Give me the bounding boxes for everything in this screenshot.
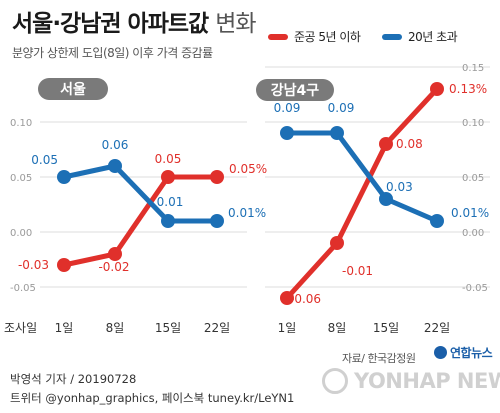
x-axis-title: 조사일 <box>4 321 37 335</box>
panel1-series-new-point <box>108 247 122 261</box>
panel2-series-new-data-label: 0.08 <box>396 137 423 151</box>
panel2-series-old-data-label: 0.03 <box>386 180 413 194</box>
panel2-series-new-point <box>280 291 294 305</box>
panel1-series-old-data-label: 0.06 <box>102 138 129 152</box>
panel1-series-new-data-label: 0.05% <box>229 162 267 176</box>
logo-icon <box>434 346 447 359</box>
title-suffix: 변화 <box>215 11 256 37</box>
panel2-series-new-point <box>330 236 344 250</box>
panel2-ytick-label: -0.05 <box>462 283 488 294</box>
panel1-series-new-line <box>61 174 220 268</box>
panel1-series-new-point <box>161 170 175 184</box>
legend-item-new: 준공 5년 이하 <box>268 28 361 45</box>
panel1-xtick-label: 8일 <box>106 321 125 335</box>
panel1-series-old-point <box>161 214 175 228</box>
panel1-series-new-point <box>210 170 224 184</box>
panel2-series-old-data-label: 0.09 <box>274 101 301 115</box>
panel1-label-pill <box>38 78 108 100</box>
panel2-series-old-point <box>430 214 444 228</box>
panel1-series-old-data-label: 0.01% <box>228 206 266 220</box>
panel1-series-old-data-label: 0.05 <box>31 153 58 167</box>
panel2-series-new-point <box>430 82 444 96</box>
panel1-ytick-label: 0.00 <box>10 228 32 239</box>
panel1-series-old-data-label: 0.01 <box>157 195 184 209</box>
panel2-series-new-line <box>284 86 440 301</box>
panel1-series-old-point <box>108 159 122 173</box>
watermark-text: YONHAP NEWS <box>354 369 500 393</box>
panel1-series-old-point <box>210 214 224 228</box>
watermark: YONHAP NEWS <box>322 368 500 394</box>
panel2-series-new-point <box>379 137 393 151</box>
panel2-ytick-label: 0.15 <box>462 63 484 74</box>
panel2-series-new-data-label: 0.13% <box>449 82 487 96</box>
panel1-series-new-data-label: 0.05 <box>155 152 182 166</box>
panel2-series-old-point <box>330 126 344 140</box>
title-main: 서울·강남권 아파트값 <box>12 11 209 37</box>
watermark-icon <box>322 368 348 394</box>
page-title: 서울·강남권 아파트값 변화 <box>12 4 257 38</box>
panel2-series-old-line <box>284 130 440 224</box>
legend-label-old: 20년 초과 <box>408 30 458 44</box>
panel1-xtick-label: 15일 <box>155 321 181 335</box>
panel2-ytick-label: 0.00 <box>462 228 484 239</box>
panel1-ytick-label: -0.05 <box>10 283 36 294</box>
panel1-xtick-label: 1일 <box>55 321 74 335</box>
legend-item-old: 20년 초과 <box>382 28 458 45</box>
legend-swatch-new <box>268 33 288 40</box>
panel2-series-old-point <box>280 126 294 140</box>
panel2-xtick-label: 22일 <box>424 321 450 335</box>
panel1-series-new-data-label: -0.02 <box>98 260 129 274</box>
panel2-series-old-point <box>379 192 393 206</box>
logo-text: 연합뉴스 <box>450 346 493 360</box>
panel1-ytick-label: 0.10 <box>10 118 32 129</box>
panel2-label: 강남4구 <box>271 82 320 99</box>
panel2-ytick-label: 0.10 <box>462 118 484 129</box>
panel1-series-new-data-label: -0.03 <box>18 258 49 272</box>
panel2-xtick-label: 1일 <box>278 321 297 335</box>
panel2-label-pill <box>256 79 334 101</box>
panel2-xtick-label: 15일 <box>373 321 399 335</box>
legend-swatch-old <box>382 33 402 40</box>
subtitle: 분양가 상한제 도입(8일) 이후 가격 증감률 <box>12 46 213 60</box>
panel1-label: 서울 <box>60 81 86 98</box>
panel2-series-old-data-label: 0.01% <box>451 206 489 220</box>
panel1-xtick-label: 22일 <box>204 321 230 335</box>
byline: 박영석 기자 / 20190728 <box>10 372 137 386</box>
panel2-series-old-data-label: 0.09 <box>328 101 355 115</box>
source-note: 자료/ 한국감정원 <box>342 352 416 365</box>
social-links: 트위터 @yonhap_graphics, 페이스북 tuney.kr/LeYN… <box>10 391 295 405</box>
panel2-ytick-label: 0.05 <box>462 173 484 184</box>
legend-label-new: 준공 5년 이하 <box>294 30 361 44</box>
panel2-xtick-label: 8일 <box>328 321 347 335</box>
panel1-ytick-label: 0.05 <box>10 173 32 184</box>
panel2-series-new-data-label: -0.06 <box>290 292 321 306</box>
panel1-series-old-point <box>57 170 71 184</box>
panel1-series-new-point <box>57 258 71 272</box>
panel1-series-old-line <box>61 163 220 224</box>
panel2-series-new-data-label: -0.01 <box>342 264 373 278</box>
yonhap-logo: 연합뉴스 <box>434 344 493 361</box>
